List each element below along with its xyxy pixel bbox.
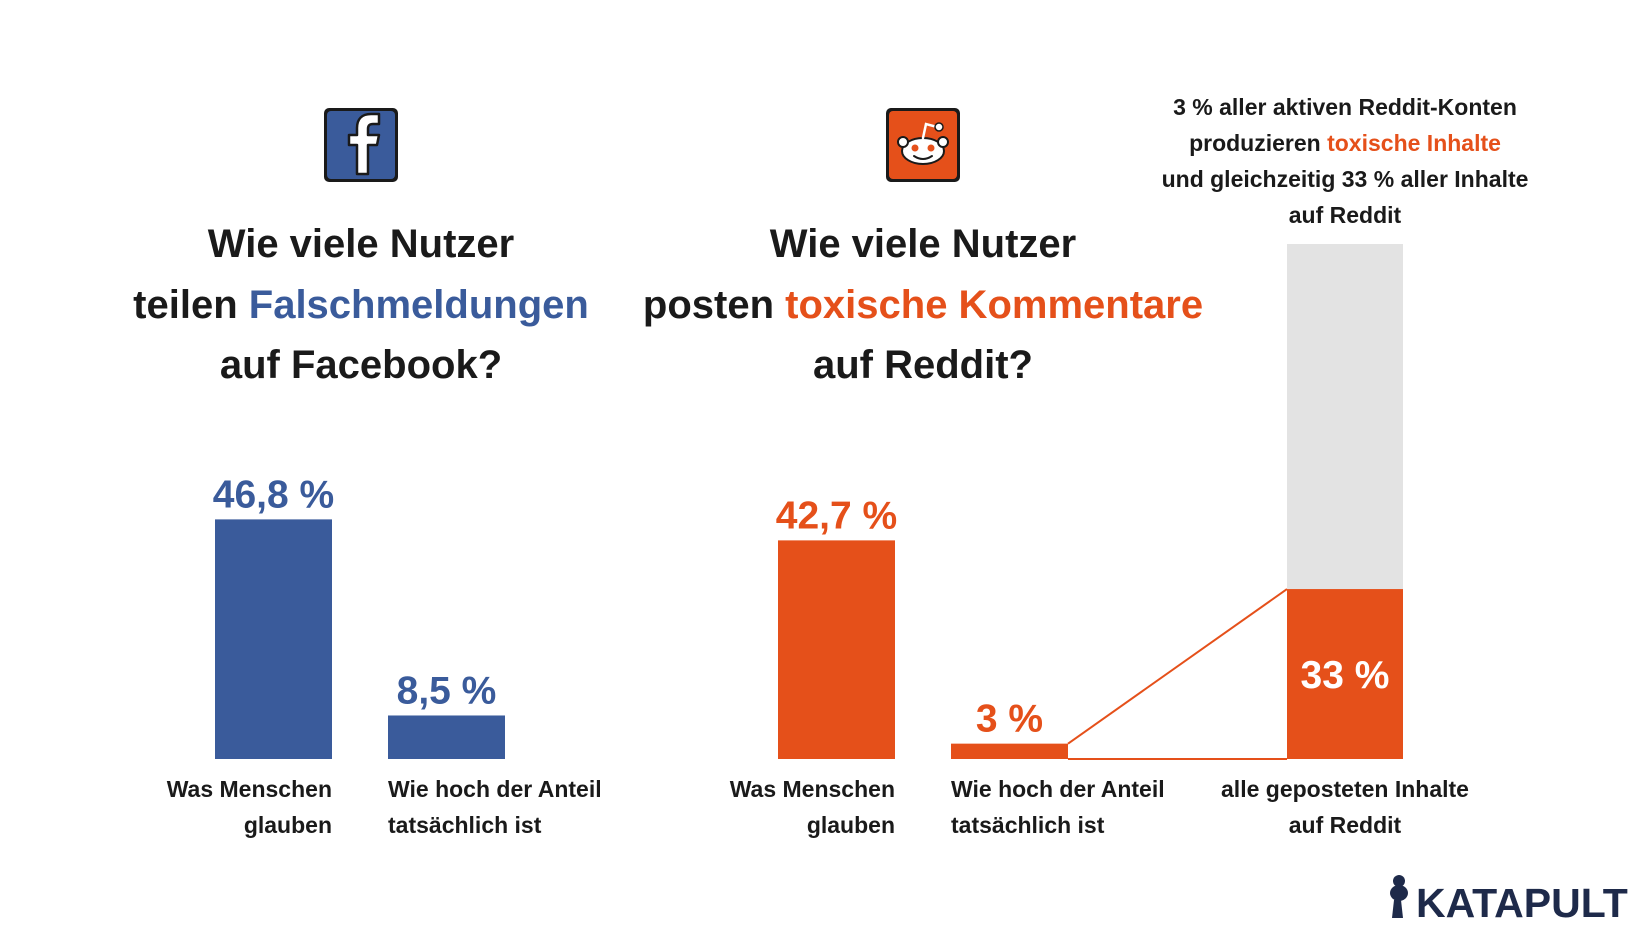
category-label-facebook-actual-line1: Wie hoch der Anteil [388, 776, 602, 802]
annotation-highlight: toxische Inhalte [1327, 130, 1501, 156]
annotation-line2: produzieren toxische Inhalte [1189, 130, 1501, 156]
bar-facebook-actual [388, 715, 505, 759]
category-label-facebook-believed-line2: glauben [244, 812, 332, 838]
bar-reddit-actual [951, 743, 1068, 759]
katapult-logo-icon [1390, 875, 1408, 918]
value-label-reddit-actual: 3 % [976, 698, 1043, 741]
annotation-line2-pre: produzieren [1189, 130, 1327, 156]
brand-name: KATAPULT [1416, 880, 1628, 926]
reddit-title-line1: Wie viele Nutzer [770, 222, 1076, 266]
category-label-reddit-actual-line1: Wie hoch der Anteil [951, 776, 1165, 802]
reddit-chart-title: Wie viele Nutzer posten toxische Komment… [643, 222, 1203, 387]
facebook-chart-title: Wie viele Nutzer teilen Falschmeldungen … [133, 222, 589, 387]
facebook-logo-icon [324, 108, 398, 182]
connector-line-top [1067, 588, 1288, 745]
reddit-title-line2-pre: posten [643, 283, 785, 327]
reddit-bar-chart: 42,7 % 3 % Was Menschen glauben Wie hoch… [730, 494, 1165, 838]
reddit-content-stacked-bar: 33 % alle geposteten Inhalte auf Reddit [1221, 244, 1469, 838]
annotation-line4: auf Reddit [1289, 202, 1402, 228]
category-label-all-content-line2: auf Reddit [1289, 812, 1402, 838]
category-label-reddit-believed-line1: Was Menschen [730, 776, 895, 802]
zoom-connector [1067, 588, 1288, 760]
annotation-line1: 3 % aller aktiven Reddit-Konten [1173, 94, 1517, 120]
reddit-title-line3: auf Reddit? [813, 343, 1033, 387]
facebook-title-line1: Wie viele Nutzer [208, 222, 514, 266]
bar-facebook-believed [215, 519, 332, 759]
reddit-logo-icon [886, 108, 960, 182]
reddit-title-line2: posten toxische Kommentare [643, 283, 1203, 327]
value-label-facebook-actual: 8,5 % [397, 669, 497, 712]
value-label-toxic-content: 33 % [1301, 654, 1390, 697]
category-label-all-content-line1: alle geposteten Inhalte [1221, 776, 1469, 802]
stacked-segment-toxic-content [1287, 589, 1403, 759]
facebook-title-line2: teilen Falschmeldungen [133, 283, 589, 327]
facebook-bar-chart: 46,8 % 8,5 % Was Menschen glauben Wie ho… [167, 473, 602, 838]
category-label-reddit-actual-line2: tatsächlich ist [951, 812, 1105, 838]
reddit-title-highlight: toxische Kommentare [785, 283, 1203, 327]
reddit-content-annotation: 3 % aller aktiven Reddit-Konten produzie… [1162, 94, 1529, 228]
facebook-title-line3: auf Facebook? [220, 343, 502, 387]
annotation-line3: und gleichzeitig 33 % aller Inhalte [1162, 166, 1529, 192]
katapult-logo: KATAPULT [1390, 875, 1628, 926]
category-label-reddit-believed-line2: glauben [807, 812, 895, 838]
stacked-segment-other-content [1287, 244, 1403, 590]
value-label-facebook-believed: 46,8 % [213, 473, 334, 516]
facebook-title-highlight: Falschmeldungen [249, 283, 589, 327]
value-label-reddit-believed: 42,7 % [776, 494, 897, 537]
bar-reddit-believed [778, 540, 895, 759]
facebook-title-line2-pre: teilen [133, 283, 249, 327]
category-label-facebook-believed-line1: Was Menschen [167, 776, 332, 802]
category-label-facebook-actual-line2: tatsächlich ist [388, 812, 542, 838]
